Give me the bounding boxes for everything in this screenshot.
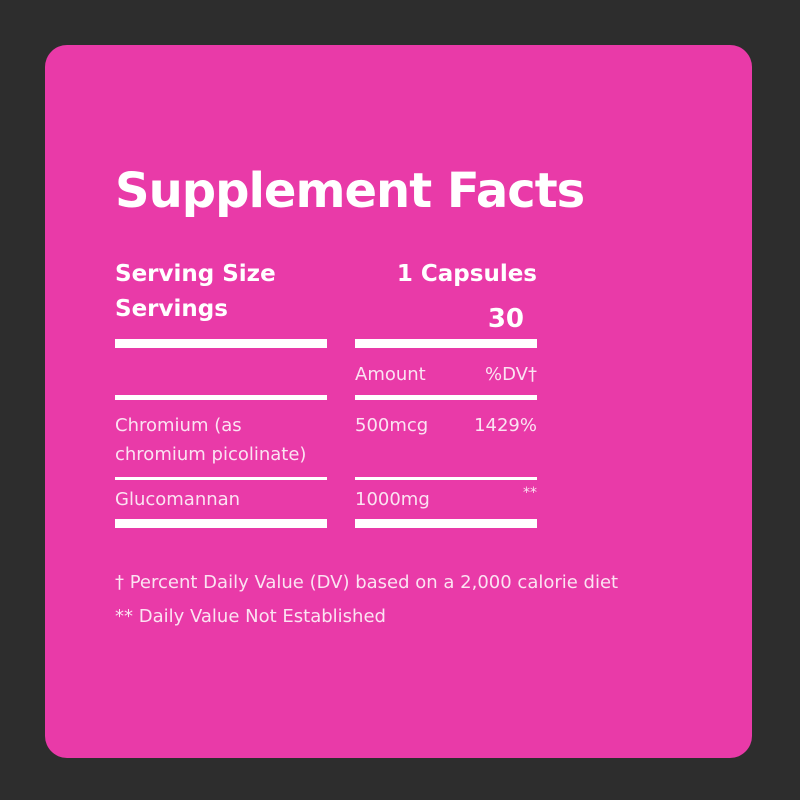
nutrient-amount: 500mcg (355, 415, 429, 436)
nutrient-name: Chromium (as (115, 415, 242, 436)
nutrient-name: Glucomannan (115, 489, 241, 510)
nutrient-dv: ** (523, 485, 537, 501)
supplement-facts-panel: Supplement Facts Serving Size 1 Capsules… (45, 45, 752, 758)
nutrient-name-line2: chromium picolinate) (115, 444, 307, 465)
servings-value: 30 (487, 304, 524, 334)
serving-size-value: 1 Capsules (396, 261, 537, 287)
divider-thick (115, 519, 327, 528)
divider-thick (355, 519, 537, 528)
dv-header: %DV† (485, 364, 537, 385)
amount-header: Amount (355, 364, 426, 385)
footnote-dv: † Percent Daily Value (DV) based on a 2,… (115, 572, 619, 593)
divider-thin (115, 477, 327, 480)
divider-thick (355, 339, 537, 348)
divider (355, 395, 537, 400)
serving-size-label: Serving Size (115, 261, 276, 287)
footnote-not-established: ** Daily Value Not Established (115, 606, 386, 627)
divider-thick (115, 339, 327, 348)
nutrient-amount: 1000mg (355, 489, 430, 510)
page-title: Supplement Facts (115, 163, 585, 219)
divider (115, 395, 327, 400)
divider-thin (355, 477, 537, 480)
servings-label: Servings (115, 296, 228, 322)
nutrient-dv: 1429% (474, 415, 537, 436)
